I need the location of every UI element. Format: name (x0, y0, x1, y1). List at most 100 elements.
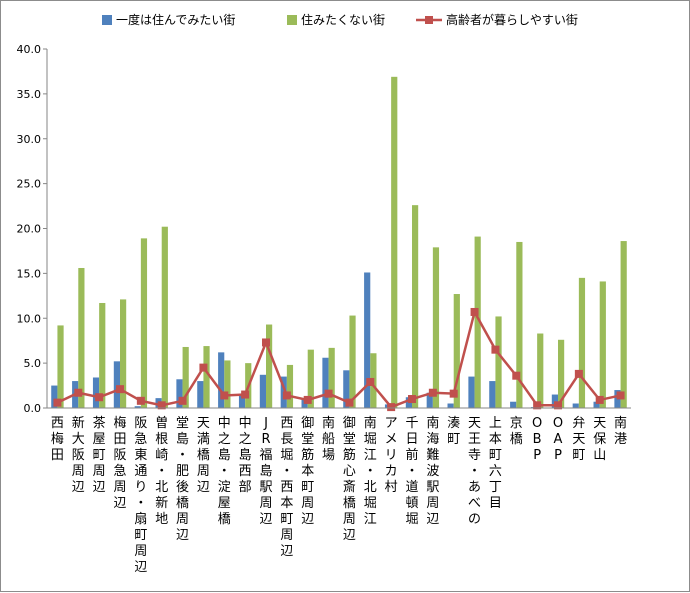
bar-want-to-live (551, 394, 558, 408)
bar-want-to-live (322, 357, 329, 408)
elderly-point (262, 338, 270, 347)
x-category-label: 湊町 (447, 416, 460, 447)
bar-not-want-to-live (599, 281, 606, 408)
elderly-point (157, 401, 166, 410)
x-category-label: 南海難波駅周辺 (426, 415, 439, 527)
elderly-point (324, 389, 333, 398)
bar-not-want-to-live (453, 294, 460, 408)
elderly-point (512, 371, 521, 380)
elderly-point (428, 388, 437, 397)
x-category-label: 京橋 (510, 416, 523, 447)
bar-not-want-to-live (412, 205, 419, 408)
elderly-point (470, 307, 479, 316)
bar-not-want-to-live (391, 76, 398, 408)
elderly-point (345, 398, 354, 407)
elderly-line (56, 308, 621, 409)
elderly-point (574, 369, 583, 378)
x-category-label: 西梅田 (51, 416, 64, 463)
elderly-point (616, 391, 625, 400)
x-category-label: 天保山 (593, 416, 606, 463)
bar-want-to-live (176, 379, 183, 408)
x-category-label: 堂島・肥後橋周辺 (176, 416, 189, 543)
elderly-point (74, 388, 83, 397)
legend-label: 住みたくない街 (301, 13, 385, 27)
x-category-label: 南船場 (322, 415, 335, 463)
x-category-label: 阪急東通り・扇町周辺 (134, 416, 147, 575)
bar-want-to-live (113, 361, 120, 408)
x-category-label: 南港 (614, 415, 627, 447)
elderly-point (366, 377, 375, 386)
elderly-point (491, 345, 500, 354)
bar-want-to-live (218, 352, 225, 408)
elderly-point (136, 396, 145, 405)
bar-not-want-to-live (620, 241, 627, 408)
x-category-label: 西長堀・西本町周辺 (280, 416, 293, 559)
bar-not-want-to-live (286, 364, 294, 408)
elderly-point (387, 403, 396, 412)
bar-not-want-to-live (328, 347, 335, 408)
x-category-label: 天王寺・あべの (468, 416, 481, 527)
elderly-point (220, 391, 229, 400)
x-category-label: 上本町六丁目 (489, 416, 502, 511)
elderly-point (241, 390, 250, 399)
elderly-point (595, 395, 604, 404)
x-category-label: アメリカ村 (385, 416, 398, 495)
bar-not-want-to-live (78, 267, 85, 408)
legend-label: 一度は住んでみたい街 (116, 12, 235, 27)
bar-want-to-live (447, 403, 454, 408)
x-axis: 西梅田新大阪周辺茶屋町周辺梅田阪急周辺阪急東通り・扇町周辺曽根崎・北新地堂島・肥… (47, 407, 631, 575)
y-tick-label: 40.0 (17, 43, 42, 56)
y-tick-label: 10.0 (17, 312, 42, 325)
x-category-label: 弁天町 (572, 416, 585, 463)
x-category-label: 中之島西部 (239, 416, 252, 495)
x-category-label: 御堂筋心斎橋周辺 (343, 416, 356, 543)
x-category-label: 新大阪周辺 (72, 415, 85, 495)
y-tick-label: 5.0 (24, 357, 42, 370)
bar-want-to-live (343, 370, 350, 408)
y-tick-label: 15.0 (17, 267, 42, 280)
bar-want-to-live (51, 385, 58, 408)
bar-not-want-to-live (266, 324, 273, 408)
bar-want-to-live (593, 401, 600, 408)
elderly-point (449, 389, 458, 398)
y-tick-label: 25.0 (17, 178, 42, 191)
y-tick-label: 0.0 (24, 402, 42, 415)
x-category-label: 千日前・道頓堀 (405, 416, 418, 527)
bar-not-want-to-live (182, 346, 189, 408)
bar-want-to-live (134, 406, 141, 408)
bar-not-want-to-live (224, 360, 231, 408)
y-tick-label: 30.0 (17, 133, 42, 146)
bar-not-want-to-live (161, 226, 168, 408)
elderly-point (199, 363, 208, 372)
x-category-label: 南堀江・北堀江 (364, 415, 377, 527)
bar-not-want-to-live (140, 238, 148, 408)
bar-not-want-to-live (558, 339, 565, 408)
bar-not-want-to-live (495, 316, 502, 408)
y-tick-label: 35.0 (17, 88, 42, 101)
bar-not-want-to-live (307, 349, 314, 408)
x-category-label: 御堂筋本町周辺 (301, 416, 314, 527)
elderly-point (554, 401, 562, 410)
elderly-point (408, 395, 416, 404)
x-category-label: 梅田阪急周辺 (113, 416, 126, 511)
x-category-label: 茶屋町周辺 (93, 415, 106, 495)
elderly-point (282, 391, 291, 400)
bar-not-want-to-live (432, 247, 440, 408)
bars (51, 76, 627, 409)
bar-want-to-live (238, 393, 246, 408)
bar-want-to-live (197, 381, 204, 408)
bar-not-want-to-live (474, 236, 481, 408)
bar-not-want-to-live (537, 333, 544, 408)
bar-want-to-live (468, 376, 475, 408)
legend-swatch (102, 15, 112, 25)
bar-want-to-live (510, 401, 517, 408)
x-category-label: 天満橋周辺 (197, 416, 210, 495)
legend-label: 高齢者が暮らしやすい街 (446, 12, 578, 27)
elderly-point (95, 393, 104, 402)
y-tick-label: 20.0 (17, 223, 42, 236)
x-category-label: 曽根崎・北新地 (155, 416, 168, 527)
bar-not-want-to-live (578, 277, 586, 408)
